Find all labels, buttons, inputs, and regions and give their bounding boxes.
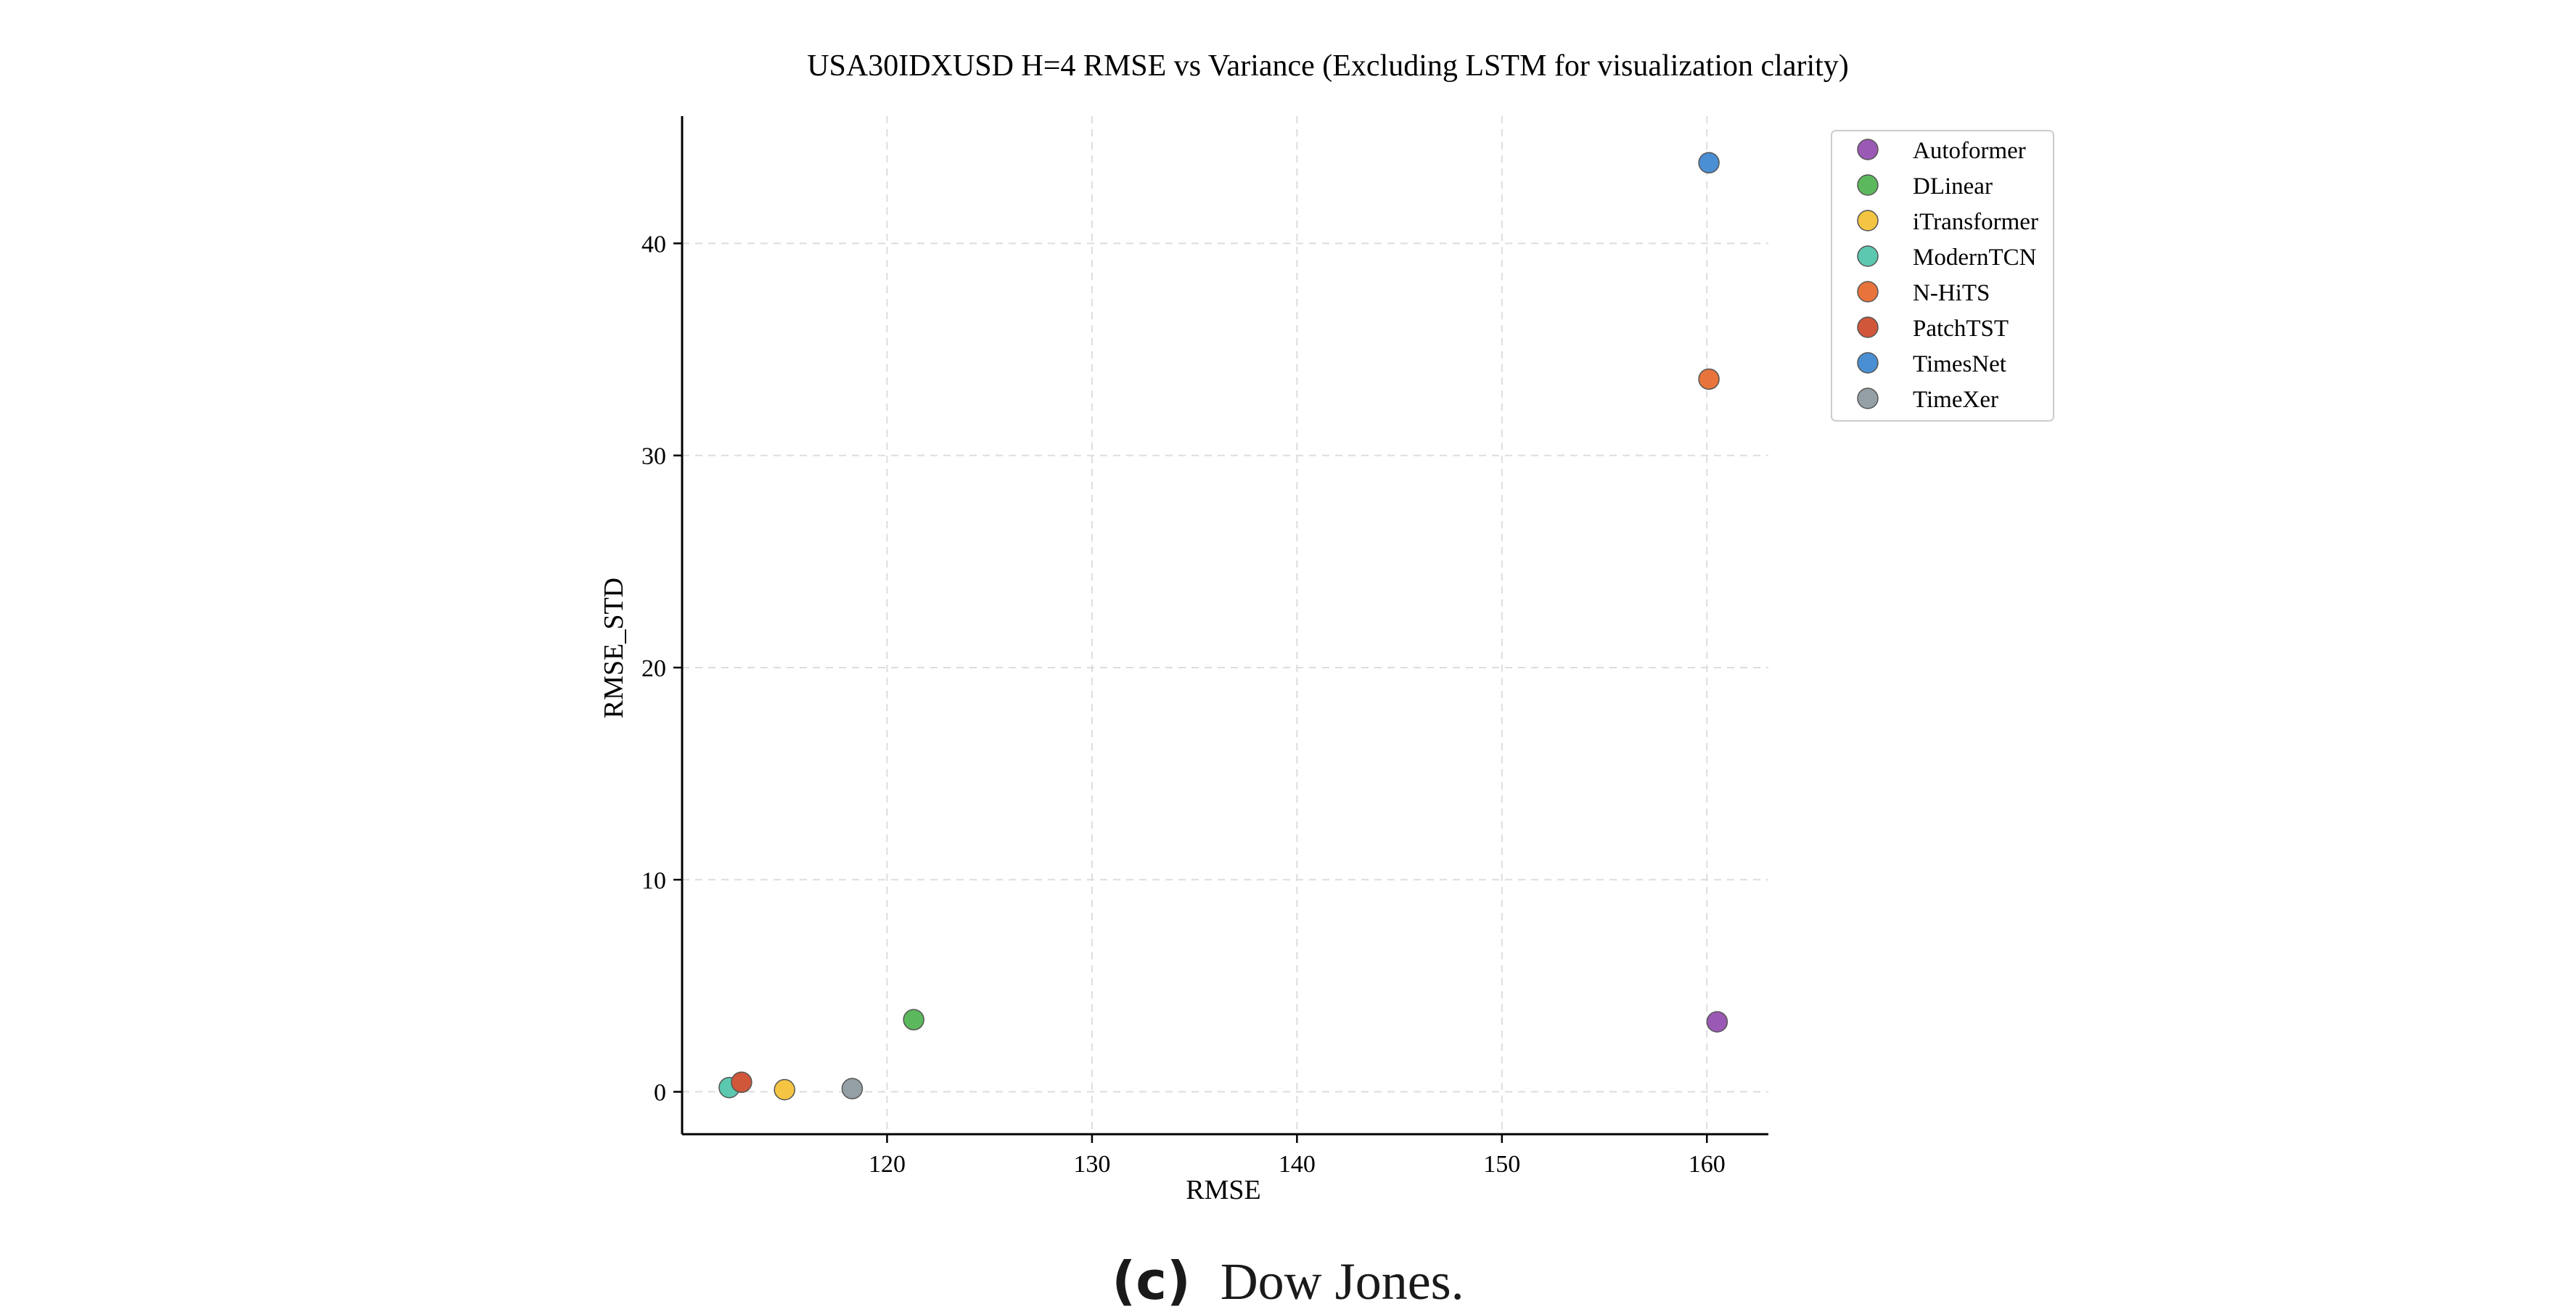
grid [682,116,1768,1134]
y-tick-label: 30 [641,443,666,470]
y-tick-label: 40 [641,231,666,258]
legend-marker-dlinear [1857,174,1879,196]
axes [673,116,1768,1143]
legend-marker-n-hits [1857,281,1879,303]
caption-label: (c) [1112,1250,1191,1311]
legend-marker-patchtst [1857,316,1879,338]
y-tick-label: 10 [641,867,666,894]
data-points [718,152,1728,1101]
chart-title: USA30IDXUSD H=4 RMSE vs Variance (Exclud… [807,49,1849,83]
data-point-patchtst [731,1071,752,1094]
data-point-timesnet [1698,152,1720,174]
legend-marker-itransformer [1857,210,1879,231]
caption-text: Dow Jones. [1221,1252,1464,1311]
x-axis-label: RMSE [1186,1175,1260,1205]
legend-label-n-hits: N-HiTS [1913,280,1990,306]
legend-frame [1831,130,2054,422]
y-tick-label: 0 [654,1080,666,1107]
data-point-dlinear [903,1009,924,1030]
x-tick-label: 140 [1279,1151,1316,1178]
x-tick-label: 130 [1073,1151,1110,1178]
data-point-autoformer [1706,1011,1728,1033]
legend: Autoformer DLinear iTransformer ModernTCN N-… [1831,130,2054,422]
legend-marker-moderntcn [1857,245,1879,267]
x-tick-label: 150 [1483,1151,1520,1178]
tick-labels: 120 130 140 150 160 0 10 20 30 40 [641,231,1726,1178]
y-axis-label: RMSE_STD [599,578,629,718]
legend-label-autoformer: Autoformer [1913,138,2026,164]
data-point-itransformer [774,1078,795,1101]
legend-label-dlinear: DLinear [1913,173,1993,200]
legend-marker-timexer [1857,388,1879,409]
x-tick-label: 120 [869,1151,906,1178]
legend-label-patchtst: PatchTST [1913,316,2009,342]
legend-marker-timesnet [1857,352,1879,374]
legend-label-timexer: TimeXer [1913,387,1998,413]
data-point-timexer [841,1078,864,1099]
data-point-n-hits [1698,368,1720,390]
figure-caption: (c) Dow Jones. [1112,1250,1464,1311]
legend-marker-autoformer [1857,139,1879,160]
y-tick-label: 20 [641,655,666,682]
legend-label-itransformer: iTransformer [1913,209,2038,235]
legend-label-timesnet: TimesNet [1913,351,2006,377]
x-tick-label: 160 [1689,1151,1726,1178]
legend-label-moderntcn: ModernTCN [1913,245,2037,271]
